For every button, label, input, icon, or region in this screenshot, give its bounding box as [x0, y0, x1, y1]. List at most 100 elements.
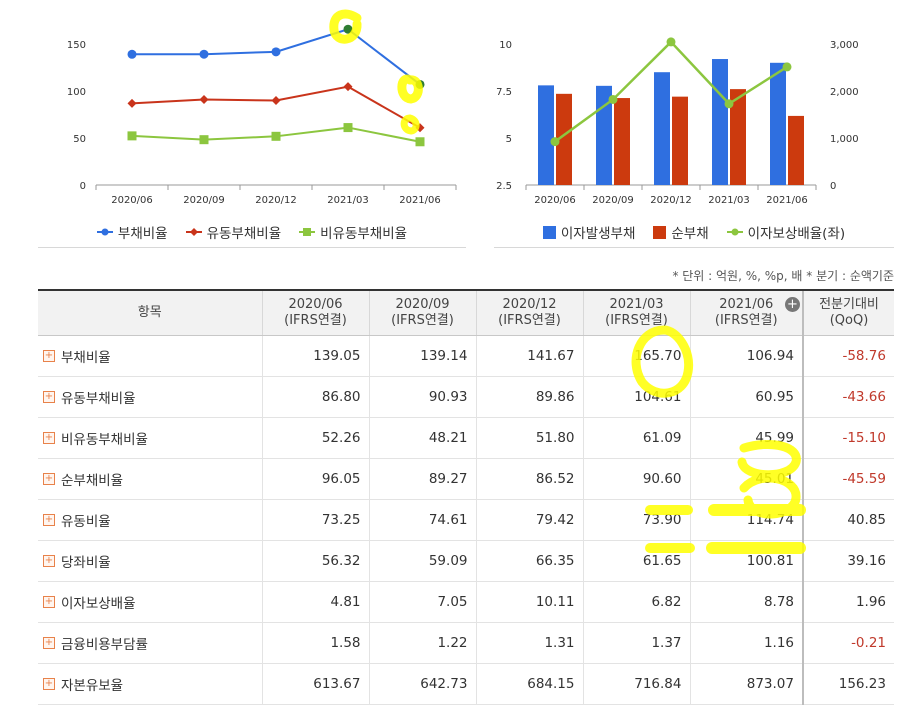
bar: [614, 98, 630, 185]
header-period: 2020/12 (IFRS연결): [475, 289, 583, 336]
data-point: [127, 49, 137, 59]
value-cell: 74.61: [368, 499, 476, 541]
legend-item-debt-ratio[interactable]: 부채비율: [96, 222, 168, 242]
value-cell: 1.16: [689, 622, 803, 664]
data-point: [199, 49, 209, 59]
series-line: [131, 28, 421, 86]
y-right-tick-label: 3,000: [830, 40, 859, 51]
debt-ratio-chart-panel: 2020/06 2020/09 2020/12 2021/03 2021/06 0 50 10…: [38, 0, 466, 248]
red-square-icon: [653, 225, 667, 239]
add-column-icon[interactable]: +: [785, 297, 800, 312]
value-cell: 6.82: [582, 581, 690, 623]
unit-note: * 단위 : 억원, %, %p, 배 * 분기 : 순액기준: [672, 269, 894, 283]
value-cell: 61.09: [582, 417, 690, 459]
value-cell: 45.01: [689, 458, 803, 500]
row-label-cell[interactable]: + 이자보상배율: [38, 581, 262, 623]
row-label-cell[interactable]: + 순부채비율: [38, 458, 262, 500]
value-cell: 89.86: [475, 376, 583, 418]
data-point: [343, 24, 353, 34]
table-row: + 비유동부채비율 52.26 48.21 51.80 61.09 45.99 -15.10: [38, 417, 894, 459]
y-tick-label: 150: [67, 40, 86, 51]
y-left-tick-label: 7.5: [496, 87, 512, 98]
y-right-tick-label: 2,000: [830, 87, 859, 98]
y-right-tick-label: 1,000: [830, 134, 859, 145]
data-point: [782, 62, 792, 72]
row-label-cell[interactable]: + 비유동부채비율: [38, 417, 262, 459]
bar: [730, 89, 746, 185]
table-row: + 이자보상배율 4.81 7.05 10.11 6.82 8.78 1.96: [38, 581, 894, 623]
legend-item-net-debt[interactable]: 순부채: [653, 222, 709, 242]
expand-plus-icon[interactable]: +: [43, 391, 55, 403]
debt-ratio-legend: 부채비율 유동부채비율 비유동부채비율: [38, 222, 466, 242]
table-row: + 자본유보율 613.67 642.73 684.15 716.84 873.07 156.…: [38, 663, 894, 705]
value-cell: 60.95: [689, 376, 803, 418]
table-row: + 부채비율 139.05 139.14 141.67 165.70 106.94 -58.7…: [38, 335, 894, 377]
square-marker-icon: [299, 228, 316, 236]
value-cell: 1.31: [475, 622, 583, 664]
expand-plus-icon[interactable]: +: [43, 678, 55, 690]
expand-plus-icon[interactable]: +: [43, 350, 55, 362]
x-tick-label: 2021/06: [766, 195, 808, 206]
value-cell: 1.37: [582, 622, 690, 664]
row-label: 유동비율: [61, 514, 111, 530]
header-period: 2021/06 (IFRS연결) +: [689, 289, 803, 336]
row-label-cell[interactable]: + 금융비용부담률: [38, 622, 262, 664]
bar: [654, 72, 670, 185]
value-cell: 139.14: [368, 335, 476, 377]
table-header-row: 항목 2020/06 (IFRS연결) 2020/09 (IFRS연결) 2020/…: [38, 289, 894, 336]
y-tick-label: 0: [80, 181, 86, 192]
header-item: 항목: [38, 289, 262, 336]
row-label-cell[interactable]: + 부채비율: [38, 335, 262, 377]
legend-item-interest-coverage[interactable]: 이자보상배율(좌): [726, 222, 846, 242]
legend-label: 부채비율: [117, 226, 168, 242]
value-cell: 56.32: [261, 540, 369, 582]
expand-plus-icon[interactable]: +: [43, 473, 55, 485]
value-cell: 165.70: [582, 335, 690, 377]
legend-label: 이자보상배율(좌): [747, 226, 846, 242]
value-cell: 1.58: [261, 622, 369, 664]
data-point: [415, 137, 425, 147]
data-point: [199, 95, 209, 105]
expand-plus-icon[interactable]: +: [43, 596, 55, 608]
bar: [788, 115, 804, 185]
data-point: [415, 79, 425, 89]
value-cell: 141.67: [475, 335, 583, 377]
row-label-cell[interactable]: + 유동부채비율: [38, 376, 262, 418]
bar: [770, 62, 786, 185]
value-cell: 51.80: [475, 417, 583, 459]
row-label-cell[interactable]: + 유동비율: [38, 499, 262, 541]
value-cell: 52.26: [261, 417, 369, 459]
expand-plus-icon[interactable]: +: [43, 432, 55, 444]
y-left-tick-label: 5: [506, 134, 512, 145]
expand-plus-icon[interactable]: +: [43, 637, 55, 649]
data-point: [724, 99, 734, 109]
blue-square-icon: [542, 225, 556, 239]
row-label: 이자보상배율: [61, 596, 136, 612]
legend-item-current-liability-ratio[interactable]: 유동부채비율: [185, 222, 281, 242]
bar: [596, 85, 612, 185]
expand-plus-icon[interactable]: +: [43, 555, 55, 567]
x-tick-label: 2021/06: [399, 195, 441, 206]
value-cell: 48.21: [368, 417, 476, 459]
series-line: [554, 40, 788, 143]
qoq-cell: 39.16: [802, 540, 894, 582]
legend-item-noncurrent-liability-ratio[interactable]: 비유동부채비율: [299, 222, 407, 242]
value-cell: 716.84: [582, 663, 690, 705]
data-point: [550, 137, 560, 147]
qoq-cell: -58.76: [802, 335, 894, 377]
row-label-cell[interactable]: + 자본유보율: [38, 663, 262, 705]
row-label: 부채비율: [61, 350, 111, 366]
header-period: 2020/06 (IFRS연결): [261, 289, 369, 336]
debt-ratio-line-chart: 2020/06 2020/09 2020/12 2021/03 2021/06 0 50 10…: [67, 24, 457, 206]
value-cell: 684.15: [475, 663, 583, 705]
expand-plus-icon[interactable]: +: [43, 514, 55, 526]
value-cell: 7.05: [368, 581, 476, 623]
value-cell: 86.52: [475, 458, 583, 500]
row-label: 자본유보율: [61, 678, 124, 694]
bar: [712, 59, 728, 185]
qoq-cell: -15.10: [802, 417, 894, 459]
value-cell: 89.27: [368, 458, 476, 500]
row-label-cell[interactable]: + 당좌비율: [38, 540, 262, 582]
y-left-tick-label: 10: [499, 40, 512, 51]
legend-item-interest-bearing-debt[interactable]: 이자발생부채: [542, 222, 635, 242]
